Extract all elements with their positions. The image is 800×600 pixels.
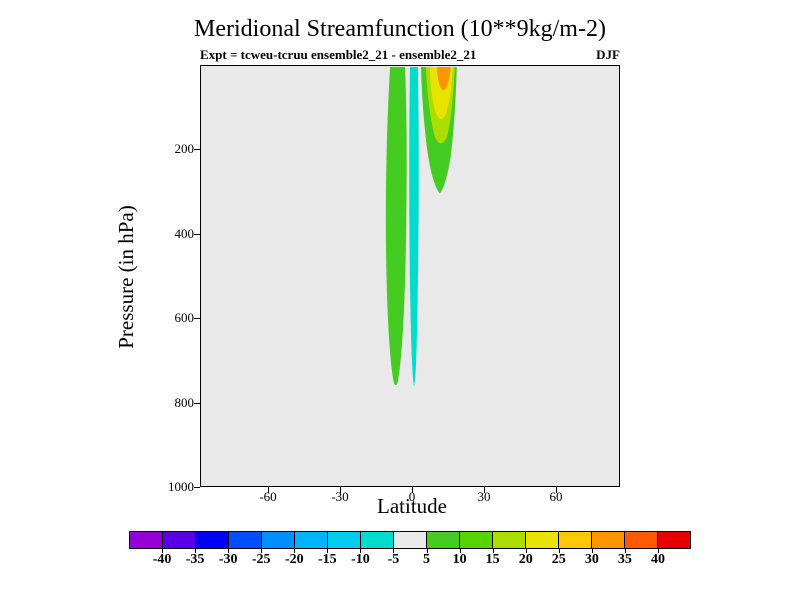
y-tick-mark <box>194 233 200 235</box>
colorbar-tick-label: 10 <box>452 552 467 567</box>
colorbar-tick-mark <box>624 549 626 553</box>
colorbar-tick-mark <box>393 549 395 553</box>
colorbar-tick-mark <box>195 549 197 553</box>
contour-green-band-south <box>385 66 407 386</box>
colorbar-segment <box>525 532 558 548</box>
colorbar-tick-label: -5 <box>387 552 400 567</box>
colorbar-tick-mark <box>162 549 164 553</box>
colorbar-tick-mark <box>591 549 593 553</box>
colorbar-tick-mark <box>657 549 659 553</box>
colorbar-segment <box>130 532 162 548</box>
colorbar-tick-label: 15 <box>485 552 500 567</box>
colorbar-tick-mark <box>294 549 296 553</box>
chart-title: Meridional Streamfunction (10**9kg/m-2) <box>194 16 606 42</box>
colorbar-segment <box>228 532 261 548</box>
colorbar-segment <box>624 532 657 548</box>
colorbar-tick-label: 40 <box>650 552 665 567</box>
colorbar-tick-label: 20 <box>518 552 533 567</box>
x-tick-label: 30 <box>477 489 491 504</box>
colorbar-tick-mark <box>327 549 329 553</box>
y-tick-label: 400 <box>174 225 195 241</box>
colorbar-segment <box>261 532 294 548</box>
y-tick-mark <box>194 402 200 404</box>
colorbar-tick-label: 35 <box>617 552 632 567</box>
colorbar-segment <box>162 532 195 548</box>
colorbar-tick-mark <box>492 549 494 553</box>
y-tick-label: 800 <box>174 394 195 410</box>
colorbar-segment <box>657 532 690 548</box>
colorbar-segment <box>393 532 426 548</box>
plot-area <box>200 65 620 487</box>
x-axis-title: Latitude <box>377 494 447 518</box>
colorbar-tick-label: 25 <box>551 552 566 567</box>
colorbar-segment <box>492 532 525 548</box>
y-tick-mark <box>194 318 200 320</box>
colorbar-segment <box>591 532 624 548</box>
y-tick-mark <box>194 487 200 488</box>
y-axis-title: Pressure (in hPa) <box>114 205 138 349</box>
colorbar-tick-label: 30 <box>584 552 599 567</box>
colorbar-segment <box>459 532 492 548</box>
contour-layer <box>385 66 457 387</box>
x-tick-label: 0 <box>408 489 416 504</box>
contour-orange-spot <box>436 66 451 91</box>
colorbar-segment <box>294 532 327 548</box>
y-tick-label: 200 <box>174 141 195 157</box>
colorbar-tick-mark <box>261 549 263 553</box>
colorbar-tick-label: -20 <box>284 552 304 567</box>
experiment-label: Expt = tcweu-tcruu ensemble2_21 - ensemb… <box>200 47 477 62</box>
colorbar <box>129 531 691 549</box>
x-tick-mark <box>556 487 557 493</box>
x-tick-mark <box>412 487 413 493</box>
colorbar-tick-label: -40 <box>152 552 172 567</box>
y-tick-label: 1000 <box>168 479 194 494</box>
colorbar-tick-label: -10 <box>351 552 370 567</box>
x-tick-mark <box>268 487 269 493</box>
season-label: DJF <box>596 47 620 62</box>
colorbar-segment <box>426 532 459 548</box>
colorbar-tick-mark <box>525 549 527 553</box>
colorbar-tick-label: -30 <box>218 552 238 567</box>
colorbar-tick-mark <box>426 549 428 553</box>
colorbar-tick-label: -35 <box>185 552 205 567</box>
colorbar-segment <box>360 532 393 548</box>
colorbar-tick-mark <box>558 549 560 553</box>
colorbar-segment <box>195 532 228 548</box>
colorbar-tick-label: -25 <box>251 552 271 567</box>
y-tick-mark <box>194 149 200 151</box>
colorbar-segment <box>558 532 591 548</box>
x-tick-mark <box>340 487 341 493</box>
colorbar-segment <box>327 532 360 548</box>
colorbar-tick-label: -15 <box>318 552 337 567</box>
x-tick-label: -30 <box>331 489 349 504</box>
x-tick-mark <box>484 487 485 493</box>
contour-cyan-band-equatorial <box>409 66 419 387</box>
colorbar-tick-mark <box>228 549 230 553</box>
colorbar-tick-label: 5 <box>423 552 431 567</box>
colorbar-tick-mark <box>459 549 461 553</box>
y-tick-label: 600 <box>174 310 195 326</box>
colorbar-tick-mark <box>360 549 362 553</box>
x-tick-label: 60 <box>549 489 563 504</box>
x-tick-label: -60 <box>259 489 277 504</box>
